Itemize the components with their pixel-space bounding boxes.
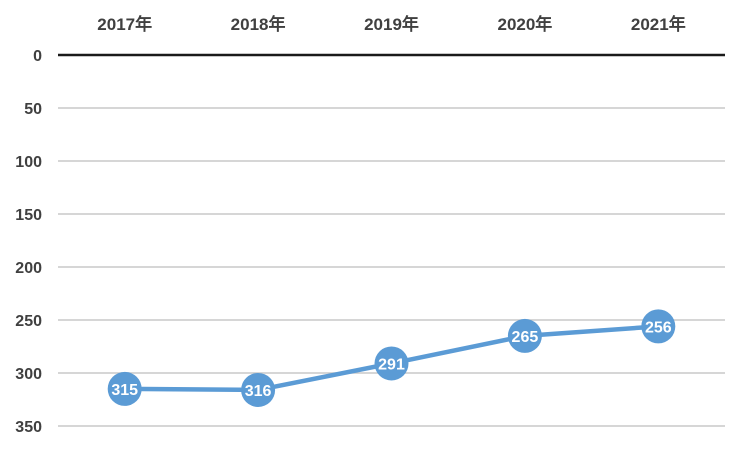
- x-category-label: 2021年: [631, 14, 686, 34]
- data-point: [374, 346, 409, 381]
- x-axis-category-labels: 2017年 2018年 2019年 2020年 2021年: [97, 14, 685, 34]
- y-tick-label: 150: [15, 207, 42, 224]
- data-label: 316: [245, 383, 272, 400]
- x-category-label: 2020年: [497, 14, 552, 34]
- data-label: 256: [645, 319, 672, 336]
- data-point: [507, 318, 542, 353]
- x-category-label: 2017年: [97, 14, 152, 34]
- data-markers: [107, 309, 676, 407]
- y-tick-label: 0: [33, 48, 42, 65]
- y-tick-label: 100: [15, 154, 42, 171]
- data-label: 291: [378, 356, 405, 373]
- data-labels: 315 316 291 265 256: [111, 319, 671, 400]
- data-point: [641, 309, 676, 344]
- data-point: [241, 372, 276, 407]
- y-tick-label: 350: [15, 419, 42, 436]
- y-tick-label: 250: [15, 313, 42, 330]
- x-category-label: 2018年: [231, 14, 286, 34]
- data-point: [107, 371, 142, 406]
- y-tick-label: 200: [15, 260, 42, 277]
- y-axis-tick-labels: 0 50 100 150 200 250 300 350: [15, 48, 42, 436]
- y-tick-label: 50: [24, 101, 42, 118]
- data-label: 315: [111, 382, 138, 399]
- y-tick-label: 300: [15, 366, 42, 383]
- x-category-label: 2019年: [364, 14, 419, 34]
- data-label: 265: [512, 329, 539, 346]
